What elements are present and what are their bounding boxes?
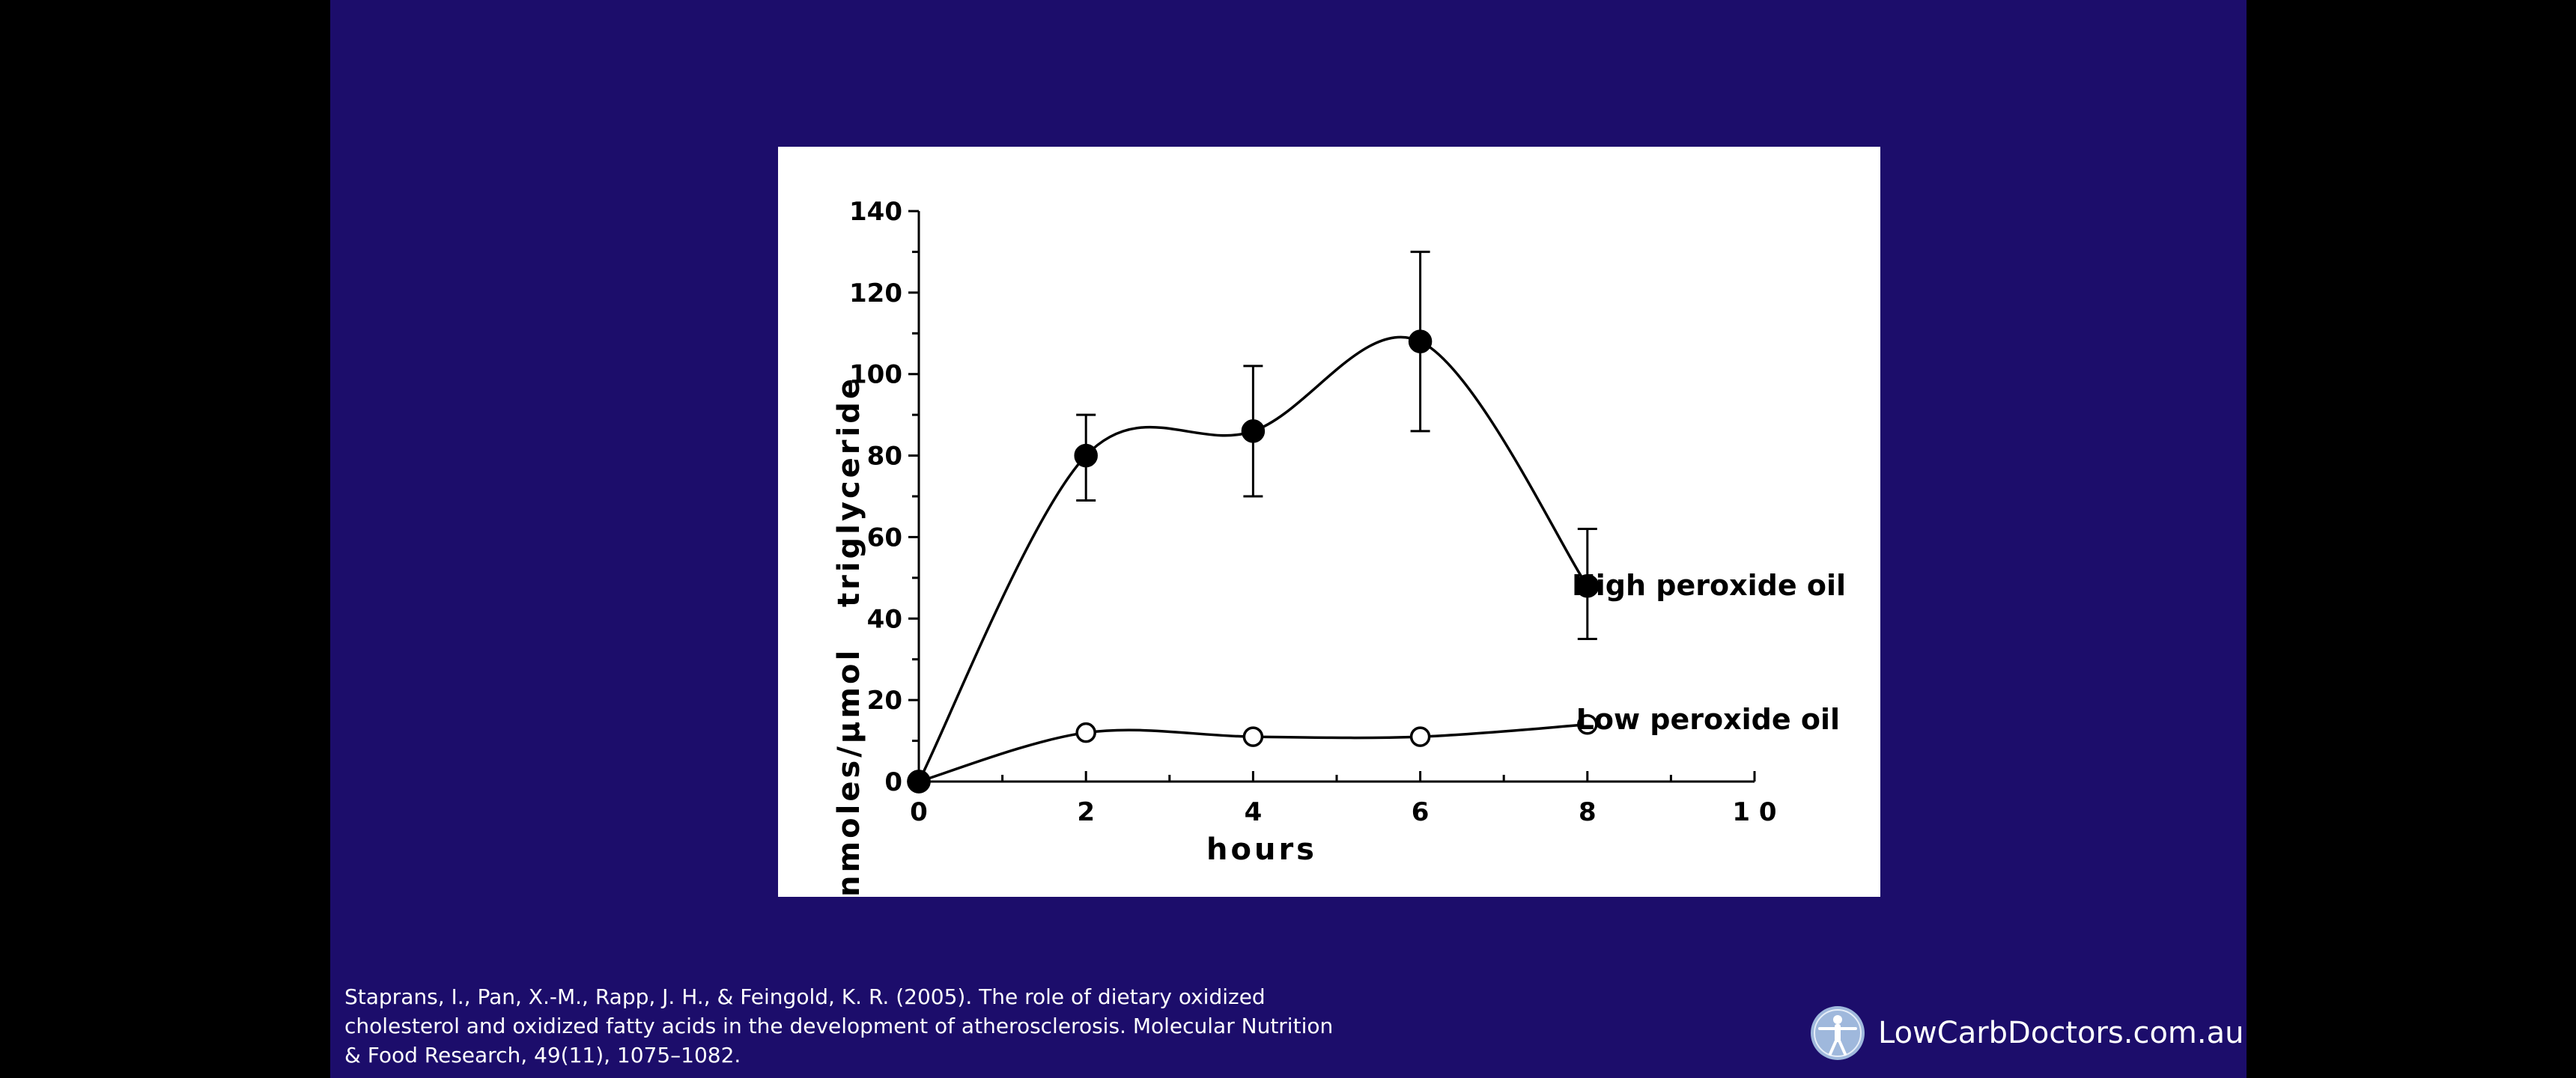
x-tick-label: 8	[1579, 797, 1597, 827]
y-axis-label: nmoles/µmol triglyceride	[832, 376, 866, 897]
error-bars	[1076, 250, 1597, 640]
data-point-low-peroxide-oil	[907, 770, 931, 794]
vitruvian-man-icon	[1811, 1006, 1865, 1060]
citation-line: & Food Research, 49(11), 1075–1082.	[344, 1043, 741, 1068]
brand: LowCarbDoctors.com.au	[1809, 1003, 2244, 1063]
series-label-high-peroxide-oil: High peroxide oil	[1572, 569, 1846, 602]
data-point-low-peroxide-oil	[1577, 714, 1598, 735]
citation: Staprans, I., Pan, X.-M., Rapp, J. H., &…	[344, 982, 1334, 1070]
brand-name: LowCarbDoctors.com.au	[1878, 1016, 2244, 1050]
y-tick-label: 60	[867, 523, 902, 552]
y-axis-ticks: 0 20 40 60 80 100 120 140	[849, 197, 919, 797]
x-axis-ticks: 0 2 4 6 8 1 0	[910, 771, 1777, 827]
y-tick-label: 80	[867, 442, 902, 472]
citation-line: cholesterol and oxidized fatty acids in …	[344, 1014, 1334, 1038]
data-point-low-peroxide-oil	[1075, 722, 1096, 743]
chart-axes	[917, 211, 1755, 783]
x-tick-label: 2	[1077, 797, 1095, 827]
data-point-high-peroxide-oil	[1408, 329, 1433, 353]
y-tick-label: 100	[849, 360, 902, 390]
y-tick-label: 120	[849, 278, 902, 308]
y-tick-label: 0	[884, 767, 902, 797]
x-tick-label: 0	[910, 797, 928, 827]
x-tick-label: 6	[1412, 797, 1430, 827]
citation-line: Staprans, I., Pan, X.-M., Rapp, J. H., &…	[344, 984, 1266, 1009]
data-point-high-peroxide-oil	[1576, 573, 1600, 598]
y-tick-label: 140	[849, 197, 902, 227]
y-tick-label: 20	[867, 686, 902, 716]
x-tick-label: 1 0	[1732, 797, 1776, 827]
data-point-high-peroxide-oil	[1241, 419, 1266, 443]
x-tick-label: 4	[1245, 797, 1263, 827]
data-points	[907, 329, 1600, 794]
data-point-low-peroxide-oil	[1242, 726, 1264, 747]
x-axis-label: hours	[1206, 832, 1317, 867]
data-point-high-peroxide-oil	[1074, 443, 1098, 468]
series-label-low-peroxide-oil: Low peroxide oil	[1576, 703, 1840, 736]
y-tick-label: 40	[867, 604, 902, 634]
data-point-low-peroxide-oil	[1409, 726, 1431, 747]
